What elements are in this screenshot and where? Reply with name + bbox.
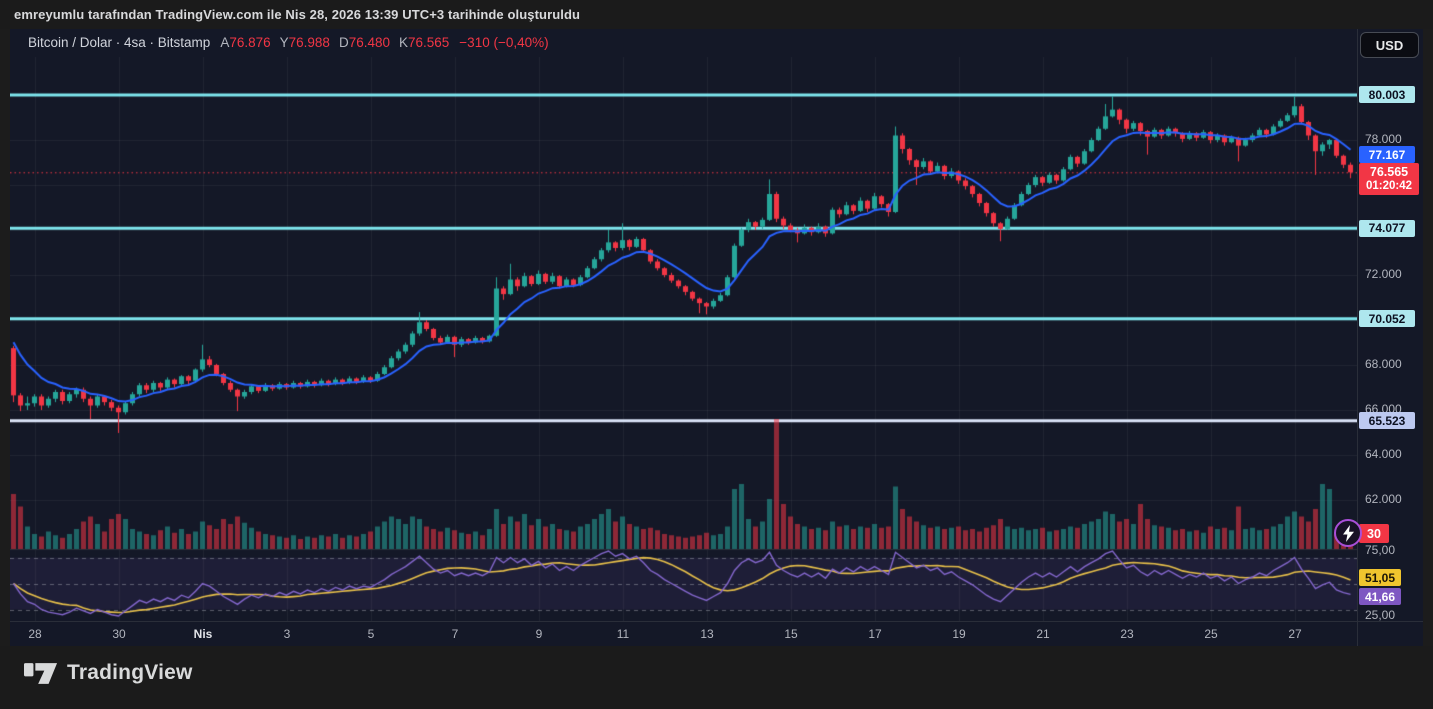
attribution-bar: emreyumlu tarafından TradingView.com ile… [0,0,1433,29]
ohlc-key: A [220,35,230,50]
lightning-icon [1342,524,1354,542]
price-level-label: 70.052 [1359,310,1415,328]
price-level-label: 74.077 [1359,219,1415,237]
ohlc-value: 76.988 [288,35,330,50]
symbol-title[interactable]: Bitcoin / Dolar · 4sa · Bitstamp [28,35,211,50]
tradingview-logo-text: TradingView [67,661,193,684]
ohlc-value: 76.480 [348,35,390,50]
price-tick-label: 68.000 [1365,357,1402,371]
time-tick-label: 9 [535,627,543,641]
rsi-tick-label: 75,00 [1365,543,1396,557]
tradingview-logo[interactable]: TradingView [24,661,193,685]
time-tick-label: 11 [616,627,630,641]
price-tick-label: 78.000 [1365,132,1402,146]
rsi-ma-value-label: 51,05 [1359,569,1401,587]
time-tick-label: 5 [367,627,375,641]
ohlc-values: A76.876 Y76.988 D76.480 K76.565 [220,35,449,50]
rsi-tick-label: 25,00 [1365,608,1396,622]
time-tick-label: 30 [112,627,126,641]
last-price-label: 76.565 01:20:42 [1359,163,1419,196]
price-chart-canvas[interactable] [10,29,1357,621]
price-tick-label: 64.000 [1365,447,1402,461]
chart-legend: Bitcoin / Dolar · 4sa · Bitstamp A76.876… [28,35,549,50]
ma-price-label: 77.167 [1359,146,1415,164]
price-level-label: 65.523 [1359,412,1415,430]
chart-frame: Bitcoin / Dolar · 4sa · Bitstamp A76.876… [10,29,1423,647]
price-level-label: 80.003 [1359,86,1415,104]
ohlc-key: Y [279,35,289,50]
time-tick-label: 23 [1120,627,1134,641]
tradingview-logo-icon [24,662,58,684]
rsi-value-label: 41,66 [1359,588,1401,606]
lightning-boost-button[interactable] [1334,519,1362,547]
time-tick-label: 17 [868,627,882,641]
time-tick-label: 13 [700,627,714,641]
ohlc-key: D [338,35,349,50]
ohlc-key: K [398,35,408,50]
change-value: −310 (−0,40%) [459,35,549,50]
attribution-text: emreyumlu tarafından TradingView.com ile… [14,7,581,22]
time-tick-label: 28 [28,627,42,641]
ohlc-value: 76.565 [408,35,450,50]
last-price-value: 76.565 [1369,165,1409,180]
axis-divider [1357,29,1358,646]
time-tick-label: 3 [283,627,291,641]
time-tick-label: 25 [1204,627,1218,641]
time-tick-label: 21 [1036,627,1050,641]
time-axis[interactable]: 28 30 Nis 3 5 7 9 11 13 15 17 19 21 23 25 27 [10,621,1423,647]
bar-countdown: 01:20:42 [1365,180,1413,193]
currency-toggle-button[interactable]: USD [1360,32,1419,58]
time-tick-label: Nis [193,627,213,641]
ohlc-value: 76.876 [229,35,271,50]
footer-bar: TradingView [0,646,1433,709]
time-tick-label: 27 [1288,627,1302,641]
time-tick-label: 19 [952,627,966,641]
time-tick-label: 7 [451,627,459,641]
time-tick-label: 15 [784,627,798,641]
price-axis[interactable]: 78.000 72.000 68.000 66.000 64.000 62.000 80.0… [1357,29,1423,622]
price-tick-label: 72.000 [1365,267,1402,281]
volume-value-label: 30 [1359,524,1389,543]
price-tick-label: 62.000 [1365,492,1402,506]
